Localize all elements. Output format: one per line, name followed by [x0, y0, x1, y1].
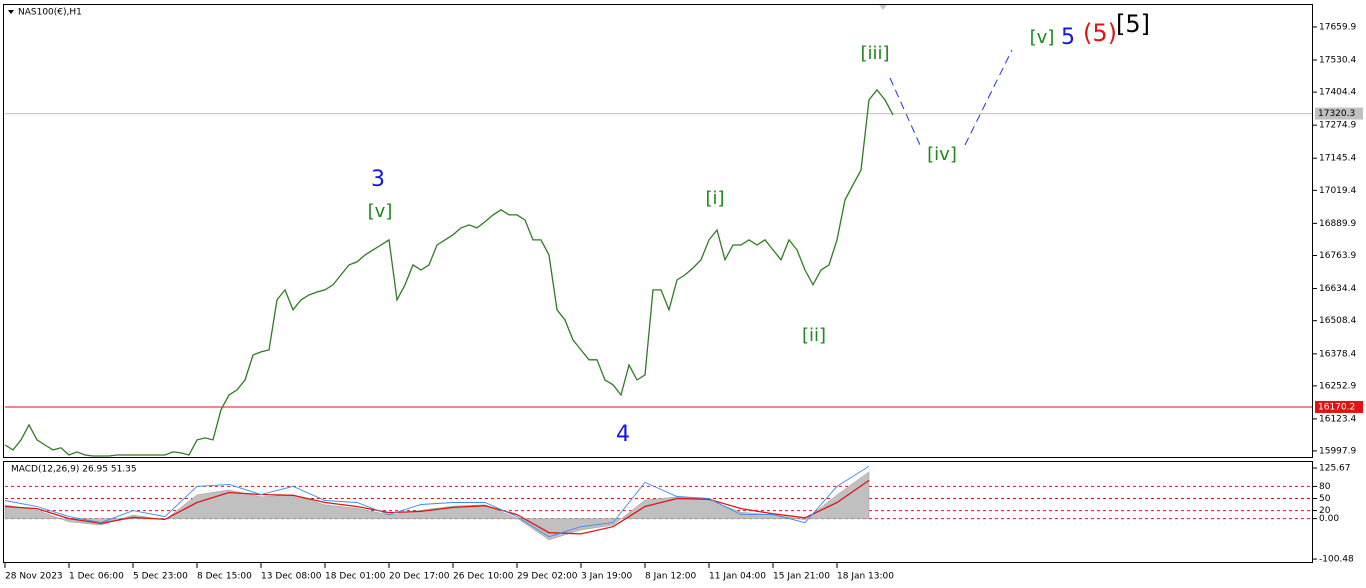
wave-label: [iv]: [927, 144, 957, 165]
support-tag-label: 16170.2: [1318, 402, 1355, 412]
price-tag: [1315, 107, 1363, 120]
wave-label: [iii]: [860, 43, 889, 64]
x-tick-label: 18 Jan 13:00: [837, 572, 894, 582]
x-tick-label: 3 Jan 19:00: [581, 572, 633, 582]
x-tick-label: 15 Jan 21:00: [773, 572, 830, 582]
x-tick-label: 8 Dec 15:00: [197, 572, 252, 582]
wave-label: 4: [616, 422, 630, 447]
y-tick-label: 16763.9: [1319, 251, 1356, 261]
y-tick-label: 17145.4: [1319, 154, 1356, 164]
shift-marker: [879, 5, 887, 10]
wave-label: [v]: [1030, 27, 1055, 48]
y-tick-label: 50: [1319, 494, 1331, 504]
y-tick-label: 20: [1319, 506, 1331, 516]
projection: [889, 77, 921, 146]
x-tick-label: 1 Dec 06:00: [69, 572, 124, 582]
x-tick-label: 28 Nov 2023: [5, 572, 63, 582]
macd-title: MACD(12,26,9) 26.95 51.35: [11, 465, 137, 475]
main-panel: [3, 4, 1313, 458]
macd-panel: [3, 461, 1313, 563]
price-tag-label: 17320.3: [1318, 109, 1355, 119]
chart-title: NAS100(€),H1: [18, 8, 82, 18]
x-tick-label: 18 Dec 01:00: [325, 572, 386, 582]
y-tick-label: 17019.4: [1319, 186, 1356, 196]
x-tick-label: 20 Dec 17:00: [389, 572, 450, 582]
y-tick-label: 15997.9: [1319, 446, 1356, 456]
y-tick-label: 17530.4: [1319, 55, 1356, 65]
wave-label: 3: [371, 167, 385, 192]
y-tick-label: 16508.4: [1319, 316, 1356, 326]
x-tick-label: 8 Jan 12:00: [645, 572, 697, 582]
y-tick-label: 17274.9: [1319, 121, 1356, 131]
y-tick-label: 16378.4: [1319, 349, 1356, 359]
y-tick-label: 125.67: [1319, 464, 1351, 474]
macd-line: [4, 465, 870, 538]
macd-histogram: [4, 471, 870, 541]
wave-label: [i]: [705, 188, 724, 209]
x-tick-label: 26 Dec 10:00: [453, 572, 514, 582]
x-tick-label: 11 Jan 04:00: [709, 572, 766, 582]
y-tick-label: 16889.9: [1319, 219, 1356, 229]
y-tick-label: 80: [1319, 482, 1331, 492]
price-line-series: [4, 88, 894, 457]
x-tick-label: 13 Dec 08:00: [261, 572, 322, 582]
x-tick-label: 29 Dec 02:00: [517, 572, 578, 582]
y-tick-label: 17404.4: [1319, 88, 1356, 98]
support-tag: [1315, 400, 1363, 413]
wave-label: [ii]: [802, 325, 826, 346]
menu-arrow[interactable]: [8, 10, 14, 14]
wave-label: (5): [1083, 19, 1117, 47]
wave-label: [v]: [368, 201, 393, 222]
y-tick-label: 16252.9: [1319, 381, 1356, 391]
y-tick-label: 17659.9: [1319, 22, 1356, 32]
y-tick-label: 16123.4: [1319, 414, 1356, 424]
y-tick-label: 0.00: [1319, 514, 1339, 524]
projection: [964, 49, 1013, 146]
wave-label: [5]: [1116, 10, 1150, 38]
x-tick-label: 5 Dec 23:00: [133, 572, 188, 582]
y-tick-label: -100.48: [1319, 555, 1354, 565]
macd-line: [4, 479, 870, 535]
y-tick-label: 16634.4: [1319, 284, 1356, 294]
wave-label: 5: [1061, 25, 1075, 50]
